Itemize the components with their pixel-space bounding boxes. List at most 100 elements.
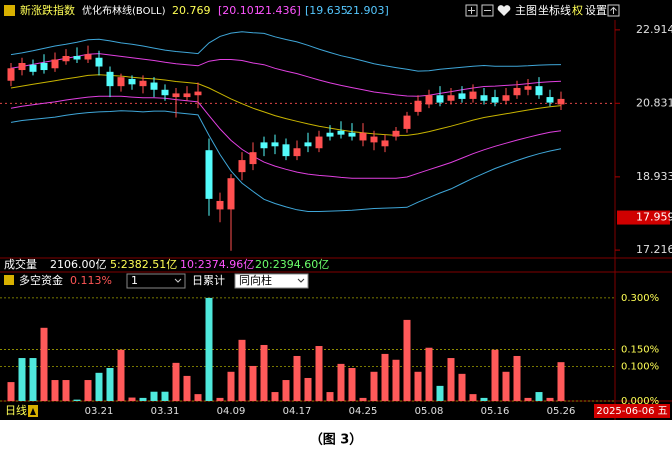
collapse[interactable]	[607, 4, 620, 17]
volume-label: 成交量	[4, 257, 37, 271]
current-value: 0.113%	[70, 274, 112, 287]
arrow-icon	[610, 6, 617, 14]
marker-box	[617, 210, 670, 225]
band-line	[10, 95, 562, 179]
candle-body	[392, 130, 400, 137]
band-line	[10, 74, 562, 136]
control-label: 日累计	[192, 274, 225, 287]
candle-body	[414, 100, 422, 112]
toolbar-button[interactable]: 权	[572, 4, 583, 17]
bar	[535, 392, 543, 401]
toolbar-button[interactable]: 设置	[585, 4, 607, 17]
zoom-in[interactable]	[465, 4, 478, 17]
panel-icon[interactable]	[4, 5, 15, 16]
candle-body	[359, 132, 367, 141]
bar	[293, 355, 301, 401]
bar	[95, 372, 103, 401]
panel-icon[interactable]	[4, 275, 14, 285]
bar	[480, 397, 488, 401]
triangle-icon	[30, 408, 36, 415]
dropdown-value: 1	[131, 274, 138, 287]
candle-body	[381, 140, 389, 147]
indicator-value: 21.903]	[346, 4, 389, 17]
bar	[392, 359, 400, 401]
candle-body	[304, 142, 312, 147]
y-tick-label: 0.000%	[621, 396, 659, 407]
period-label[interactable]: 日线	[5, 403, 27, 417]
bar	[304, 377, 312, 401]
bar	[458, 373, 466, 401]
band-line	[10, 53, 562, 97]
candle-body	[458, 93, 466, 99]
y-tick-label: 0.150%	[621, 344, 659, 355]
bar	[337, 363, 345, 401]
favorite[interactable]	[497, 5, 511, 16]
bar	[7, 382, 15, 401]
plus-icon	[468, 7, 475, 14]
y-tick-label: 20.831	[636, 96, 672, 109]
candle-body	[40, 62, 48, 71]
x-tick-label: 04.09	[217, 406, 246, 417]
y-tick-label: 22.914	[636, 23, 672, 36]
candle-body	[469, 91, 477, 99]
bar	[315, 346, 323, 401]
candle-body	[491, 97, 499, 103]
bar	[524, 397, 532, 401]
x-tick-label: 03.31	[151, 406, 180, 417]
bar	[139, 397, 147, 401]
candle-body	[348, 132, 356, 137]
candle-body	[51, 59, 59, 69]
candle-body	[29, 64, 37, 72]
toolbar-button[interactable]: 坐标线	[538, 3, 571, 17]
candle-body	[95, 57, 103, 67]
bar	[238, 339, 246, 401]
candle-body	[194, 91, 202, 96]
bar	[51, 380, 59, 401]
cursor-date-box	[594, 404, 670, 418]
bar	[271, 392, 279, 401]
bar	[425, 347, 433, 401]
bar	[29, 358, 37, 401]
bar	[62, 380, 70, 401]
x-tick-label: 05.16	[481, 406, 510, 417]
x-tick-label: 03.21	[85, 406, 114, 417]
y-tick-label: 18.933	[636, 170, 672, 183]
y-tick-label: 17.216	[636, 243, 672, 256]
candle-body	[227, 178, 235, 210]
bar	[249, 365, 257, 401]
bar	[326, 392, 334, 401]
volume-ma: 5:2382.51亿	[110, 258, 177, 271]
index-title: 新涨跌指数	[20, 3, 75, 17]
candle-body	[293, 148, 301, 157]
dropdown[interactable]	[126, 273, 186, 289]
bar	[513, 355, 521, 401]
bar	[491, 349, 499, 401]
toolbar-button[interactable]: 主图	[515, 4, 537, 17]
candle-body	[315, 136, 323, 149]
candle-body	[557, 98, 565, 105]
dropdown[interactable]	[234, 273, 309, 289]
candle-body	[524, 86, 532, 90]
dropdown-value: 同向柱	[239, 273, 272, 287]
candle-body	[238, 160, 246, 173]
bar	[348, 368, 356, 401]
bar	[469, 394, 477, 401]
y-tick-label: 0.100%	[621, 362, 659, 373]
candle-body	[18, 62, 26, 71]
zoom-out[interactable]	[481, 4, 494, 17]
volume-ma: 20:2394.60亿	[255, 258, 329, 271]
candle-body	[73, 56, 81, 60]
candle-body	[139, 80, 147, 87]
candle-body	[161, 89, 169, 96]
bar	[194, 394, 202, 401]
candle-body	[150, 82, 158, 90]
bar	[183, 375, 191, 401]
bar	[172, 362, 180, 401]
band-line	[10, 110, 562, 212]
bar	[227, 371, 235, 401]
bar	[381, 353, 389, 401]
indicator-name[interactable]: 优化布林线(BOLL)	[82, 4, 166, 17]
indicator-value: [19.635	[305, 4, 348, 17]
candle-body	[282, 144, 290, 157]
